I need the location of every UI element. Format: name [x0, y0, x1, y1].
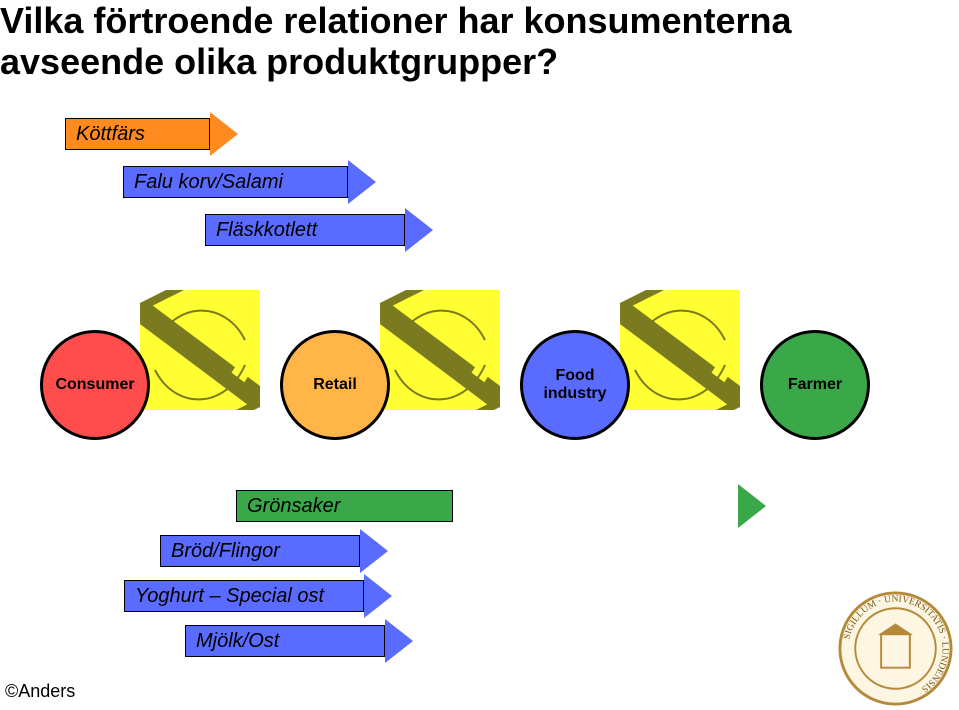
university-seal-icon: SIGILLUM · UNIVERSITATIS · LUNDENSIS	[838, 591, 953, 706]
arrow-bar-brodflingor: Bröd/Flingor	[160, 535, 360, 567]
arrow-bar-gronsaker: Grönsaker	[236, 490, 453, 522]
node-label: Consumer	[55, 376, 134, 394]
node-consumer: Consumer	[40, 330, 150, 440]
arrowhead-brodflingor	[360, 529, 388, 573]
swap-arrows-1	[140, 290, 260, 410]
bar-label: Grönsaker	[247, 495, 340, 518]
arrow-bar-kottfars: Köttfärs	[65, 118, 210, 150]
swap-arrows-2	[380, 290, 500, 410]
arrow-bar-falukorv: Falu korv/Salami	[123, 166, 348, 198]
arrowhead-falukorv	[348, 160, 376, 204]
arrow-bar-yoghurt: Yoghurt – Special ost	[124, 580, 364, 612]
title-line-1: Vilka förtroende relationer har konsumen…	[0, 0, 792, 41]
bar-label: Falu korv/Salami	[134, 171, 283, 194]
arrowhead-flaskkotlett	[405, 208, 433, 252]
copyright-text: ©Anders	[5, 681, 75, 702]
arrow-bar-mjolkost: Mjölk/Ost	[185, 625, 385, 657]
swap-arrows-3	[620, 290, 740, 410]
bar-label: Yoghurt – Special ost	[135, 585, 324, 608]
arrow-bar-flaskkotlett: Fläskkotlett	[205, 214, 405, 246]
node-retail: Retail	[280, 330, 390, 440]
bar-label: Köttfärs	[76, 123, 145, 146]
bar-label: Bröd/Flingor	[171, 540, 280, 563]
arrowhead-mjolkost	[385, 619, 413, 663]
node-label: Foodindustry	[543, 367, 606, 403]
page-title: Vilka förtroende relationer har konsumen…	[0, 0, 959, 83]
node-label: Farmer	[788, 376, 842, 394]
arrowhead-gronsaker	[738, 484, 766, 528]
node-farmer: Farmer	[760, 330, 870, 440]
title-line-2: avseende olika produktgrupper?	[0, 41, 558, 82]
bar-label: Mjölk/Ost	[196, 630, 279, 653]
bar-label: Fläskkotlett	[216, 219, 317, 242]
arrowhead-yoghurt	[364, 574, 392, 618]
node-food: Foodindustry	[520, 330, 630, 440]
node-label: Retail	[313, 376, 357, 394]
arrowhead-kottfars	[210, 112, 238, 156]
